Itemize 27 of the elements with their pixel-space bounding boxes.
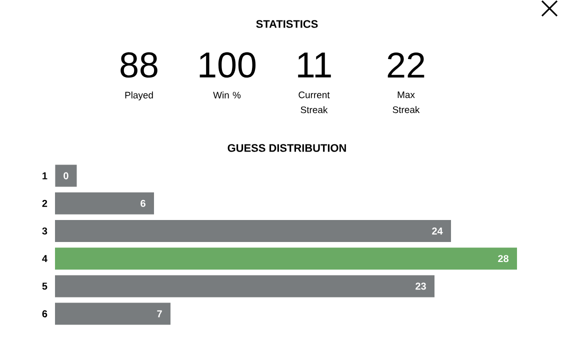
- text: 11: [298, 52, 331, 78]
- data-label: 23: [416, 282, 426, 290]
- y-tick-label: 2: [42, 200, 48, 207]
- data-label: 28: [498, 255, 508, 262]
- bar: [55, 220, 451, 242]
- text: 100: [200, 52, 256, 78]
- chart-subtitle: GUESS DISTRIBUTION: [228, 144, 346, 152]
- data-label: 24: [432, 228, 443, 234]
- data-label: 0: [64, 172, 68, 180]
- y-tick-label: 4: [42, 255, 48, 262]
- data-label: 7: [157, 310, 162, 318]
- bar: [55, 302, 170, 325]
- data-label: 6: [140, 200, 146, 207]
- text: Current Streak: [298, 92, 330, 114]
- y-tick-label: 5: [42, 282, 48, 290]
- chart-title: STATISTICS: [256, 20, 318, 28]
- y-tick-label: 6: [42, 310, 48, 318]
- text: 88: [120, 52, 158, 78]
- text: Played: [125, 92, 153, 100]
- y-tick-label: 1: [42, 172, 48, 180]
- y-tick-label: 3: [42, 227, 48, 235]
- bar: [55, 192, 154, 214]
- bar: [55, 275, 434, 298]
- text: Win %: [213, 92, 241, 98]
- bar: [55, 248, 518, 270]
- text: 22: [388, 52, 424, 78]
- text: Max Streak: [392, 92, 420, 114]
